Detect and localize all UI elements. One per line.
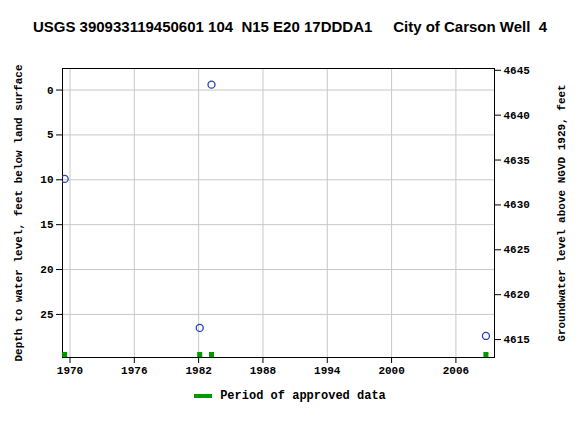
svg-text:Groundwater level above NGVD 1: Groundwater level above NGVD 1929, feet: [556, 84, 568, 341]
html-text:USGS 390933119450601 104 N15 E: USGS 390933119450601 104 N15 E20 17DDDA1…: [32, 18, 548, 35]
svg-text:5: 5: [47, 129, 54, 141]
svg-text:1994: 1994: [314, 365, 341, 377]
svg-text:4625: 4625: [504, 244, 531, 256]
svg-text:4640: 4640: [504, 110, 530, 122]
svg-text:10: 10: [40, 174, 53, 186]
svg-text:4645: 4645: [504, 65, 531, 77]
svg-text:1970: 1970: [57, 365, 83, 377]
svg-text:1976: 1976: [121, 365, 147, 377]
svg-text:4635: 4635: [504, 155, 531, 167]
svg-text:4620: 4620: [504, 289, 530, 301]
svg-text:20: 20: [40, 264, 53, 276]
svg-text:4615: 4615: [504, 334, 531, 346]
svg-text:2000: 2000: [378, 365, 404, 377]
svg-text:25: 25: [40, 309, 54, 321]
svg-text:1982: 1982: [185, 365, 211, 377]
svg-text:15: 15: [40, 219, 54, 231]
html-text:Period of approved data: Period of approved data: [220, 389, 386, 403]
svg-text:0: 0: [47, 85, 54, 97]
svg-text:2006: 2006: [443, 365, 469, 377]
svg-text:1988: 1988: [250, 365, 277, 377]
svg-text:Depth to water level, feet bel: Depth to water level, feet below land su…: [13, 64, 25, 361]
svg-text:4630: 4630: [504, 199, 530, 211]
